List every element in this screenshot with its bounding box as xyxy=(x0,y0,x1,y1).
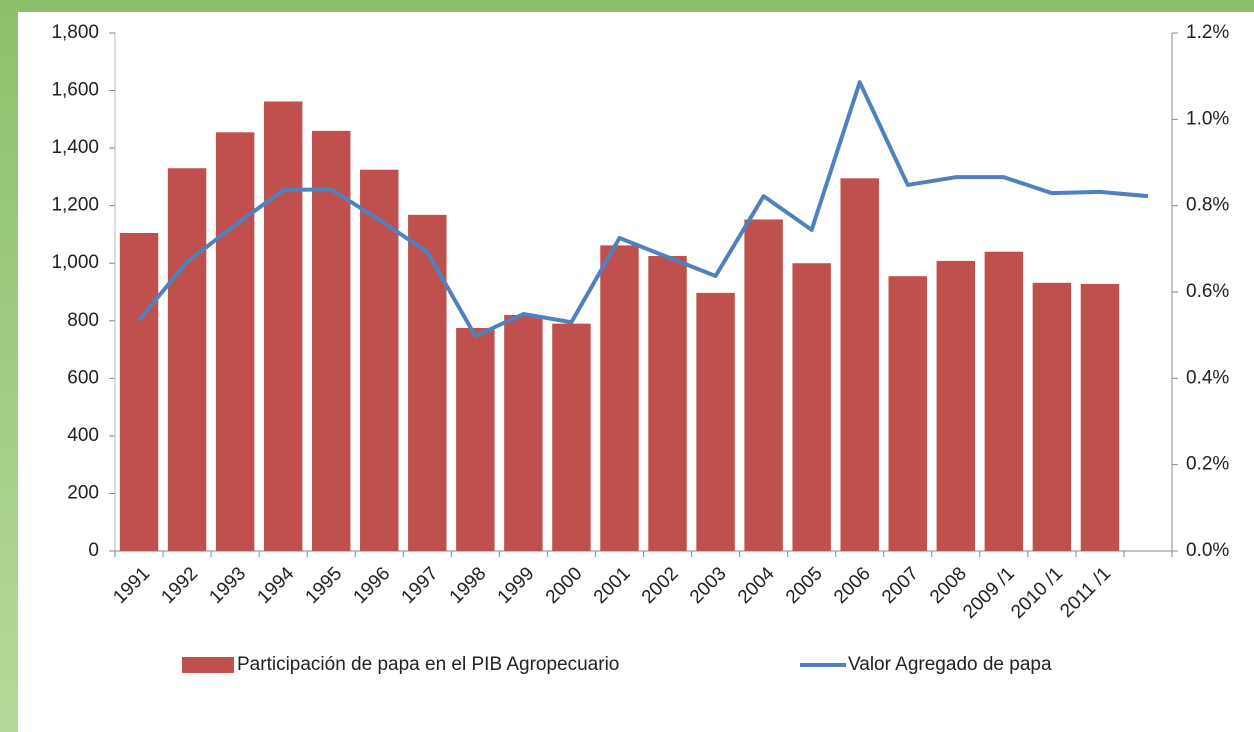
bar xyxy=(360,169,399,551)
bar xyxy=(408,214,447,551)
x-tick-label: 1999 xyxy=(494,563,539,608)
y-tick-label: 1,800 xyxy=(51,22,99,43)
bar xyxy=(888,276,927,551)
x-tick-label: 2008 xyxy=(926,563,971,608)
x-tick-label: 2005 xyxy=(782,563,827,608)
x-tick-label: 1993 xyxy=(205,563,250,608)
y-tick-label: 1,600 xyxy=(51,80,99,101)
x-tick-label: 2007 xyxy=(878,563,923,608)
bar xyxy=(1032,282,1072,551)
y-tick-label: 600 xyxy=(67,367,99,388)
bar xyxy=(167,168,207,551)
bar xyxy=(600,245,639,551)
x-tick-label: 2002 xyxy=(638,563,683,608)
legend-label: Participación de papa en el PIB Agropecu… xyxy=(237,654,619,675)
bar xyxy=(696,292,735,551)
x-tick-label: 1991 xyxy=(109,563,154,608)
y2-tick-label: 0.8% xyxy=(1186,195,1229,216)
line xyxy=(137,80,1149,339)
bar xyxy=(263,101,303,551)
bar xyxy=(504,315,543,551)
legend-swatch xyxy=(182,657,234,673)
y2-tick-label: 0.2% xyxy=(1186,454,1229,475)
y-tick-label: 1,200 xyxy=(51,195,99,216)
y-tick-label: 400 xyxy=(67,425,99,446)
bar xyxy=(792,263,831,551)
bar xyxy=(648,256,687,551)
x-tick-label: 2001 xyxy=(590,563,635,608)
x-tick-label: 1994 xyxy=(253,563,298,608)
y2-tick-label: 1.0% xyxy=(1186,108,1229,129)
x-tick-label: 2010 /1 xyxy=(1007,563,1067,623)
bar xyxy=(456,327,495,551)
y2-tick-label: 0.6% xyxy=(1186,281,1229,302)
bar xyxy=(984,251,1024,551)
y-tick-label: 1,000 xyxy=(51,252,99,273)
bar xyxy=(1080,283,1120,551)
x-tick-label: 2003 xyxy=(686,563,731,608)
bar xyxy=(840,178,879,552)
y-tick-label: 0 xyxy=(88,540,99,561)
y2-tick-label: 1.2% xyxy=(1186,22,1229,43)
x-tick-label: 1992 xyxy=(157,563,202,608)
y-tick-label: 1,400 xyxy=(51,137,99,158)
x-tick-label: 2009 /1 xyxy=(959,563,1019,623)
bar xyxy=(744,219,783,552)
legend-label: Valor Agregado de papa xyxy=(848,654,1052,675)
y2-tick-label: 0.0% xyxy=(1186,540,1229,561)
x-tick-label: 2004 xyxy=(734,563,779,608)
bar xyxy=(215,132,255,552)
x-tick-label: 1996 xyxy=(350,563,395,608)
x-tick-label: 2006 xyxy=(830,563,875,608)
bar xyxy=(119,233,159,551)
x-tick-label: 2011 /1 xyxy=(1056,563,1115,622)
x-tick-label: 1995 xyxy=(302,563,347,608)
y-tick-label: 200 xyxy=(67,482,99,503)
y-tick-label: 800 xyxy=(67,310,99,331)
bar xyxy=(936,260,976,551)
x-tick-label: 1998 xyxy=(446,563,491,608)
x-tick-label: 1997 xyxy=(398,563,443,608)
bar xyxy=(311,130,351,551)
bar xyxy=(552,323,591,551)
x-tick-label: 2000 xyxy=(542,563,587,608)
y2-tick-label: 0.4% xyxy=(1186,367,1229,388)
